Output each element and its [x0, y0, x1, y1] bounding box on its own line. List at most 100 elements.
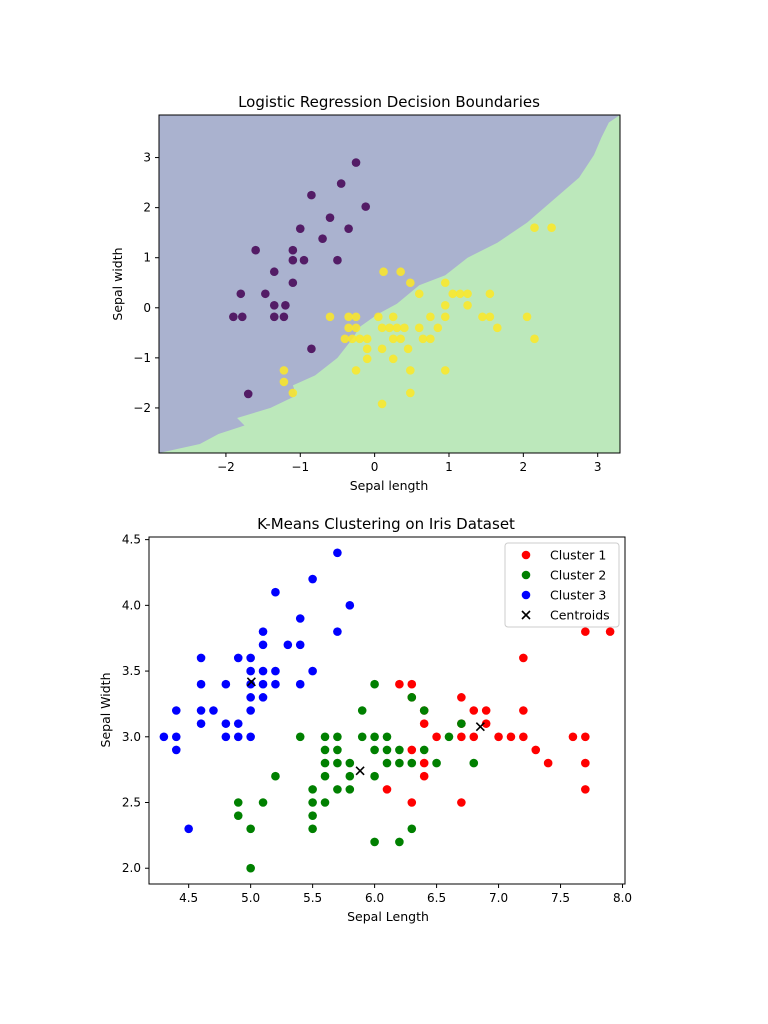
data-points [229, 158, 556, 409]
x-tick-label: 7.5 [551, 891, 570, 905]
cluster-3-point [221, 679, 231, 689]
cluster-3-point [184, 824, 193, 834]
cluster-3-point [333, 548, 342, 558]
cluster-1-point [531, 745, 541, 755]
cluster-1-point [419, 719, 429, 728]
class-1-point [493, 323, 502, 333]
cluster-3-point [258, 666, 268, 676]
legend-marker [521, 570, 531, 580]
cluster-2-point [370, 745, 379, 755]
cluster-2-point [333, 732, 342, 742]
legend-marker [521, 590, 531, 600]
cluster-2-point [370, 679, 379, 689]
y-tick-label: −2 [133, 401, 151, 415]
cluster-2-point [382, 758, 392, 768]
x-tick-label: 5.5 [303, 891, 322, 905]
cluster-3-point [171, 745, 181, 755]
class-0-point [229, 312, 238, 322]
cluster-2-point [382, 732, 392, 742]
cluster-2-point [395, 837, 404, 847]
x-tick-label: −1 [291, 460, 309, 474]
chart2-ylabel: Sepal Width [98, 673, 113, 748]
class-0-point [288, 245, 298, 255]
chart1-xlabel: Sepal length [350, 478, 429, 493]
cluster-2-point [246, 824, 255, 834]
cluster-2-point [320, 798, 330, 807]
cluster-3-point [246, 666, 255, 676]
class-1-point [385, 323, 394, 333]
class-1-point [455, 289, 465, 299]
class-1-point [351, 312, 361, 322]
cluster-3-point [295, 679, 305, 689]
y-tick-label: 3.5 [122, 664, 141, 678]
class-1-point [403, 344, 413, 354]
class-1-point [377, 399, 387, 409]
cluster-2-point [457, 719, 466, 728]
legend-item: Cluster 2 [521, 568, 606, 583]
cluster-2-point [469, 758, 479, 768]
class-0-point [236, 289, 246, 299]
class-1-point [406, 388, 415, 398]
cluster-1-point [432, 732, 441, 742]
cluster-2-point [432, 758, 441, 768]
cluster-2-point [395, 745, 404, 755]
chart1-ylabel: Sepal width [110, 247, 125, 320]
cluster-3-point [246, 693, 255, 702]
cluster-2-point [370, 837, 379, 847]
cluster-2-point [333, 745, 342, 755]
cluster-1-point [407, 798, 417, 807]
cluster-1-point [543, 758, 553, 768]
class-0-point [237, 312, 247, 322]
x-tick-label: 6.5 [427, 891, 446, 905]
centroid-marker [475, 722, 485, 732]
cluster-3-point [333, 627, 342, 636]
cluster-3-point [308, 574, 317, 584]
legend-label: Cluster 1 [550, 548, 606, 563]
class-1-point [348, 334, 357, 344]
y-tick-label: 2.5 [122, 796, 141, 810]
x-tick-label: 2 [520, 460, 528, 474]
cluster-2-point [308, 785, 317, 794]
x-tick-label: 4.5 [179, 891, 198, 905]
class-1-point [355, 334, 365, 344]
cluster-1-point [519, 706, 528, 715]
class-0-point [351, 158, 361, 167]
class-1-point [433, 323, 443, 333]
class-1-point [485, 289, 495, 299]
class-1-point [340, 334, 350, 344]
cluster-1-point [506, 732, 516, 742]
class-0-point [279, 312, 289, 322]
cluster-2-point [320, 758, 330, 768]
cluster-2-point [407, 693, 417, 702]
cluster-1-point [481, 719, 491, 728]
cluster-2-point [370, 771, 379, 781]
class-1-point [522, 312, 532, 322]
class-0-point [288, 255, 298, 265]
class-0-point [288, 278, 298, 288]
cluster-3-point [246, 706, 255, 715]
cluster-1-point [568, 732, 578, 742]
class-0-point [361, 202, 371, 211]
y-tick-label: 4.0 [122, 598, 141, 612]
cluster-1-point [457, 693, 466, 702]
cluster-2-point [357, 732, 367, 742]
chart2-title: K-Means Clustering on Iris Dataset [257, 515, 515, 533]
legend-marker [521, 610, 531, 620]
cluster-3-point [221, 732, 231, 742]
cluster-3-point [196, 719, 206, 728]
cluster-1-point [457, 798, 466, 807]
chart2-xlabel: Sepal Length [347, 909, 429, 924]
cluster-3-point [171, 732, 181, 742]
cluster-2-point [258, 798, 268, 807]
y-axis-ticks: 2.0 2.5 3.0 3.5 4.0 4.5 [122, 533, 149, 875]
class-1-point [288, 388, 298, 398]
y-tick-label: 3.0 [122, 730, 141, 744]
x-tick-label: 0 [371, 460, 379, 474]
cluster-1-point [519, 653, 528, 663]
class-1-point [362, 354, 372, 364]
cluster-3-point [258, 640, 268, 650]
cluster-3-point [196, 653, 206, 663]
cluster-3-point [271, 666, 280, 676]
class-1-point [279, 377, 289, 387]
cluster-2-point [370, 732, 379, 742]
